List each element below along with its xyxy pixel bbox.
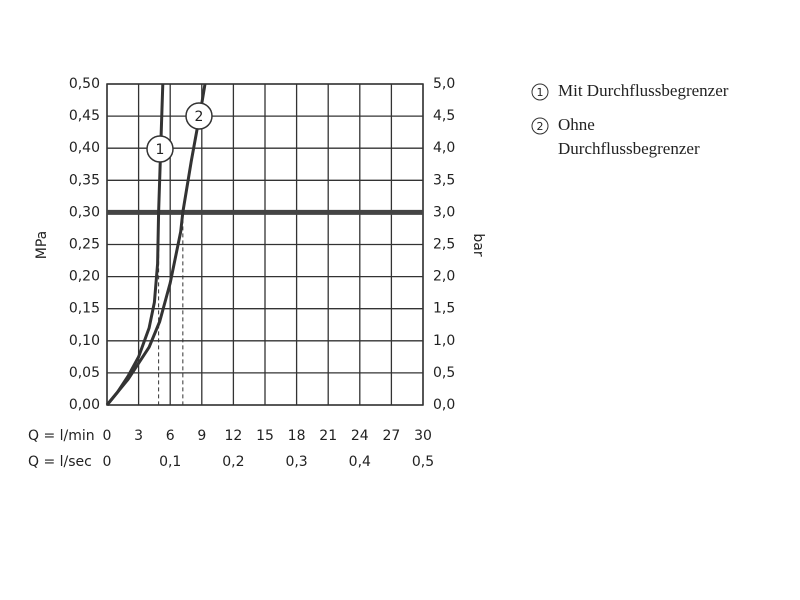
legend-badge-label: 1 — [537, 86, 544, 99]
y2-tick-label: 2,0 — [433, 269, 455, 285]
y2-axis-label: bar — [470, 233, 486, 256]
y-tick-label: 0,45 — [69, 108, 100, 124]
y2-tick-label: 1,5 — [433, 301, 455, 317]
x2-tick-label: 0,5 — [412, 454, 434, 470]
y2-tick-label: 1,0 — [433, 333, 455, 349]
curve-badge — [185, 102, 213, 130]
y-tick-label: 0,35 — [69, 172, 100, 188]
x-tick-label: 24 — [351, 428, 369, 444]
x-tick-label: 0 — [103, 428, 112, 444]
legend-badge — [531, 117, 549, 135]
y2-tick-label: 0,5 — [433, 365, 455, 381]
y-tick-label: 0,05 — [69, 365, 100, 381]
x-tick-label: 3 — [134, 428, 143, 444]
x-tick-label: 9 — [197, 428, 206, 444]
curve — [105, 83, 207, 406]
x-tick-label: 15 — [256, 428, 274, 444]
x2-tick-label: 0 — [103, 454, 112, 470]
y2-tick-label: 4,0 — [433, 140, 455, 156]
y-tick-label: 0,00 — [69, 397, 100, 413]
y-tick-label: 0,15 — [69, 301, 100, 317]
curve-badge — [146, 135, 174, 163]
y2-tick-label: 4,5 — [433, 108, 455, 124]
x2-tick-label: 0,3 — [285, 454, 307, 470]
y2-tick-label: 2,5 — [433, 237, 455, 253]
x2-axis-label: Q = l/sec — [28, 454, 92, 470]
x2-tick-label: 0,4 — [349, 454, 371, 470]
y2-tick-label: 3,5 — [433, 172, 455, 188]
x-tick-label: 27 — [382, 428, 400, 444]
x-tick-label: 21 — [319, 428, 337, 444]
y2-tick-label: 3,0 — [433, 204, 455, 220]
x-tick-label: 6 — [166, 428, 175, 444]
x-tick-label: 12 — [224, 428, 242, 444]
curve-badge-label: 1 — [156, 142, 165, 158]
x-axis-label: Q = l/min — [28, 428, 95, 444]
y-tick-label: 0,10 — [69, 333, 100, 349]
x2-tick-label: 0,2 — [222, 454, 244, 470]
y-tick-label: 0,20 — [69, 269, 100, 285]
legend-label: Mit Durchflussbegrenzer — [558, 81, 729, 100]
x-tick-label: 18 — [288, 428, 306, 444]
curve-badge-label: 2 — [195, 109, 204, 125]
y-tick-label: 0,40 — [69, 140, 100, 156]
legend-badge-label: 2 — [537, 120, 544, 133]
legend-label: Ohne Durchflussbegrenzer — [558, 115, 700, 158]
plot-frame — [106, 83, 424, 406]
y-tick-label: 0,25 — [69, 237, 100, 253]
y2-tick-label: 0,0 — [433, 397, 455, 413]
y-tick-label: 0,50 — [69, 76, 100, 92]
legend-badge — [531, 83, 549, 101]
y2-tick-label: 5,0 — [433, 76, 455, 92]
x-tick-label: 30 — [414, 428, 432, 444]
y-axis-label: MPa — [34, 231, 50, 259]
y-tick-label: 0,30 — [69, 204, 100, 220]
x2-tick-label: 0,1 — [159, 454, 181, 470]
